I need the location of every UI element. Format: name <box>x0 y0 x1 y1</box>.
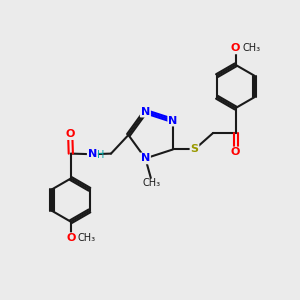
Text: H: H <box>97 150 104 160</box>
Text: O: O <box>231 148 240 158</box>
Text: N: N <box>168 116 178 125</box>
Text: O: O <box>66 233 76 243</box>
Text: S: S <box>190 145 199 154</box>
Text: N: N <box>141 153 150 164</box>
Text: CH₃: CH₃ <box>77 233 95 243</box>
Text: CH₃: CH₃ <box>142 178 160 188</box>
Text: CH₃: CH₃ <box>242 44 260 53</box>
Text: N: N <box>141 106 150 117</box>
Text: O: O <box>231 44 240 53</box>
Text: O: O <box>65 129 75 139</box>
Text: N: N <box>88 149 97 159</box>
